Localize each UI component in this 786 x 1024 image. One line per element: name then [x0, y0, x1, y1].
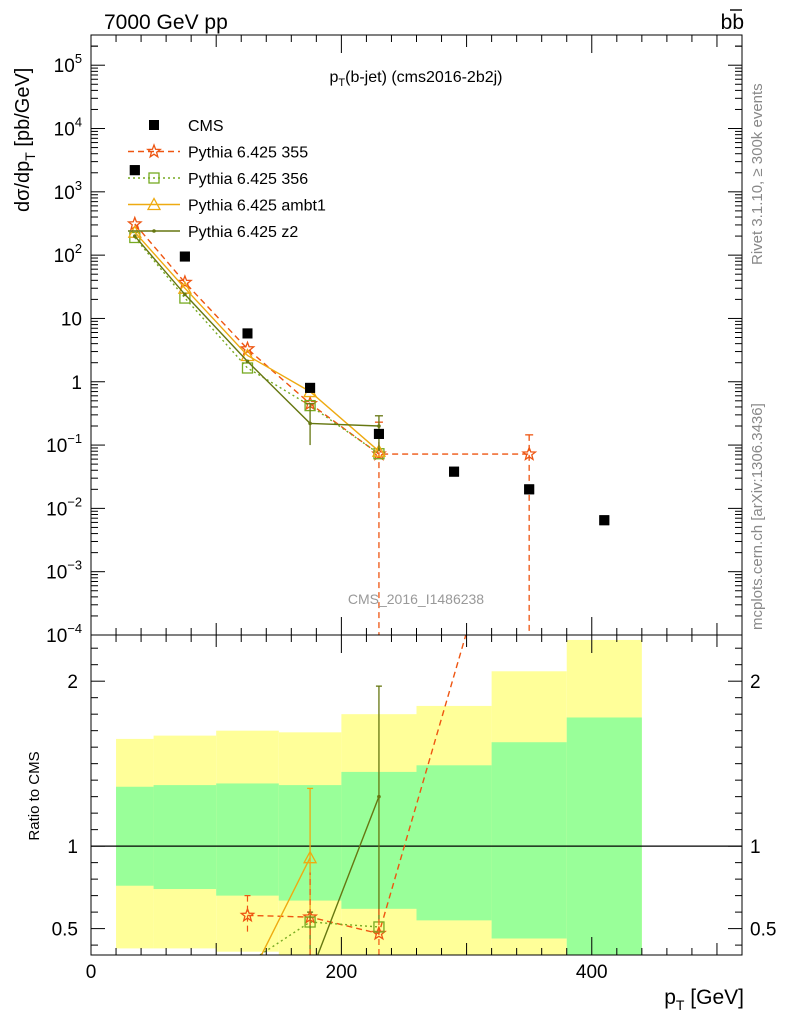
- plot-title-main: p: [329, 69, 338, 86]
- x-tick-label-0: 0: [86, 962, 97, 983]
- ratio-y-tick-label-right-2: 0.5: [750, 920, 776, 941]
- legend-label-pythia-6-425-ambt1: Pythia 6.425 ambt1: [188, 198, 326, 215]
- series-pythia-6-425-355-point-2: [239, 340, 256, 356]
- x-tick-label-1: 200: [326, 962, 358, 983]
- series-cms-marker-top-1: [179, 251, 190, 262]
- legend-marker-cms: [149, 120, 159, 130]
- ratio-axis-label: Ratio to CMS: [26, 751, 43, 840]
- series-pythia-6-425-355-line: [134, 223, 530, 455]
- ratio-y-tick-label-left-0: 2: [67, 672, 78, 693]
- legend-entry-pythia-6-425-z2: Pythia 6.425 z2: [128, 224, 298, 241]
- main-y-tick-label-0: 105: [54, 51, 82, 77]
- main-y-tick-label-8: 10−3: [46, 558, 82, 584]
- legend-entry-pythia-6-425-ambt1: Pythia 6.425 ambt1: [128, 197, 326, 215]
- ratio-pythia-6-425-356-line: [258, 921, 379, 955]
- series-pythia-6-425-z2-line: [134, 235, 379, 427]
- ratio-band-green-2: [216, 783, 279, 896]
- main-plot-layer: [126, 165, 610, 635]
- plot-title-rest: (b-jet) (cms2016-2b2j): [345, 69, 502, 86]
- ratio-plot-layer: [91, 635, 742, 955]
- legend-entry-pythia-6-425-355: Pythia 6.425 355: [128, 143, 308, 162]
- y-axis-label-sub: T: [22, 152, 38, 161]
- x-axis-label: pT [GeV]: [664, 986, 744, 1013]
- main-y-tick-label-5: 1: [71, 373, 82, 394]
- ratio-pythia-6-425-355-line: [247, 635, 467, 935]
- ratio-pythia-6-425-z2-point-1: [377, 794, 381, 799]
- header-left-label: 7000 GeV pp: [104, 11, 228, 34]
- series-pythia-6-425-ambt1-point-4: [371, 443, 387, 457]
- series-cms-marker-top-2: [242, 328, 253, 339]
- series-pythia-6-425-z2-point-4: [377, 424, 381, 428]
- legend-entry-pythia-6-425-356: Pythia 6.425 356: [128, 171, 308, 188]
- mcplots-label: mcplots.cern.ch [arXiv:1306.3436]: [749, 403, 766, 630]
- ratio-pythia-6-425-ambt1-point-1: [302, 850, 318, 864]
- series-pythia-6-425-z2-point-1: [183, 292, 187, 297]
- header-right-label-bar: b: [732, 11, 744, 34]
- legend-label-pythia-6-425-355: Pythia 6.425 355: [188, 145, 308, 162]
- plot-title: pT(b-jet) (cms2016-2b2j): [329, 69, 502, 89]
- x-tick-label-2: 400: [576, 962, 608, 983]
- watermark: CMS_2016_I1486238: [348, 591, 484, 607]
- series-pythia-6-425-355-point-1: [176, 274, 193, 290]
- series-pythia-6-425-z2-point-3: [308, 421, 312, 426]
- main-y-tick-label-1: 104: [54, 115, 82, 141]
- plot-title-sub: T: [338, 77, 345, 89]
- series-pythia-6-425-ambt1-line: [134, 231, 380, 452]
- header-right-label: bb: [721, 11, 744, 34]
- series-cms-marker-top-0: [129, 165, 140, 176]
- ratio-y-tick-label-right-1: 1: [750, 837, 761, 858]
- series-pythia-6-425-355-point-5: [521, 445, 538, 461]
- ratio-pythia-6-425-z2-line: [316, 796, 380, 955]
- ratio-band-green-7: [566, 717, 642, 955]
- ratio-y-tick-label-left-2: 0.5: [52, 920, 78, 941]
- rivet-label: Rivet 3.1.10, ≥ 300k events: [749, 83, 766, 265]
- legend-entry-cms: CMS: [149, 118, 224, 135]
- legend-marker-pythia-6-425-356: [148, 172, 160, 184]
- ratio-pythia-6-425-ambt1-line: [260, 857, 311, 955]
- series-pythia-6-425-z2-point-2: [245, 359, 250, 364]
- legend-label-pythia-6-425-356: Pythia 6.425 356: [188, 171, 308, 188]
- legend-marker-pythia-6-425-355: [146, 143, 162, 159]
- legend-marker-pythia-6-425-z2: [152, 229, 156, 233]
- legend-label-pythia-6-425-z2: Pythia 6.425 z2: [188, 224, 298, 241]
- ratio-band-green-5: [416, 765, 492, 921]
- main-y-tick-label-2: 103: [54, 178, 82, 204]
- y-axis-label: dσ/dpT [pb/GeV]: [12, 68, 38, 212]
- x-axis-label-sub: T: [676, 997, 685, 1013]
- y-axis-label-rest: [pb/GeV]: [12, 68, 34, 153]
- series-pythia-6-425-z2-point-0: [133, 234, 137, 238]
- series-cms-marker-top-7: [599, 515, 610, 526]
- ratio-y-tick-label-right-0: 2: [750, 672, 761, 693]
- main-y-tick-label-3: 102: [54, 241, 82, 267]
- ratio-ticks: 0 200 400 2 2 1 1 0.5 0.5: [52, 635, 776, 983]
- y-axis-label-main: dσ/dp: [12, 161, 34, 212]
- main-y-tick-label-6: 10−1: [46, 431, 82, 457]
- x-axis-label-main: p: [664, 986, 676, 1009]
- legend-marker-pythia-6-425-ambt1: [146, 197, 162, 211]
- ratio-y-tick-label-left-1: 1: [67, 837, 78, 858]
- ratio-panel: 0 200 400 2 2 1 1 0.5 0.5 Ratio to CMS pT [GeV]: [26, 634, 776, 1013]
- series-pythia-6-425-356-line: [134, 237, 380, 455]
- series-cms-marker-top-5: [449, 466, 460, 477]
- main-y-tick-label-7: 10−2: [46, 494, 82, 520]
- series-cms-marker-top-3: [305, 382, 316, 393]
- ratio-band-green-0: [116, 786, 154, 886]
- legend-label-cms: CMS: [188, 118, 224, 135]
- x-axis-label-rest: [GeV]: [684, 986, 744, 1009]
- legend: CMS Pythia 6.425 355 Pythia 6.425 356 Pythi…: [128, 118, 326, 241]
- main-y-tick-label-9: 10−4: [46, 621, 82, 647]
- series-cms-marker-top-6: [524, 484, 535, 495]
- ratio-band-green-1: [153, 785, 217, 890]
- main-y-tick-label-4: 10: [61, 309, 82, 330]
- series-cms-marker-top-4: [373, 428, 384, 439]
- ratio-band-green-6: [491, 742, 567, 939]
